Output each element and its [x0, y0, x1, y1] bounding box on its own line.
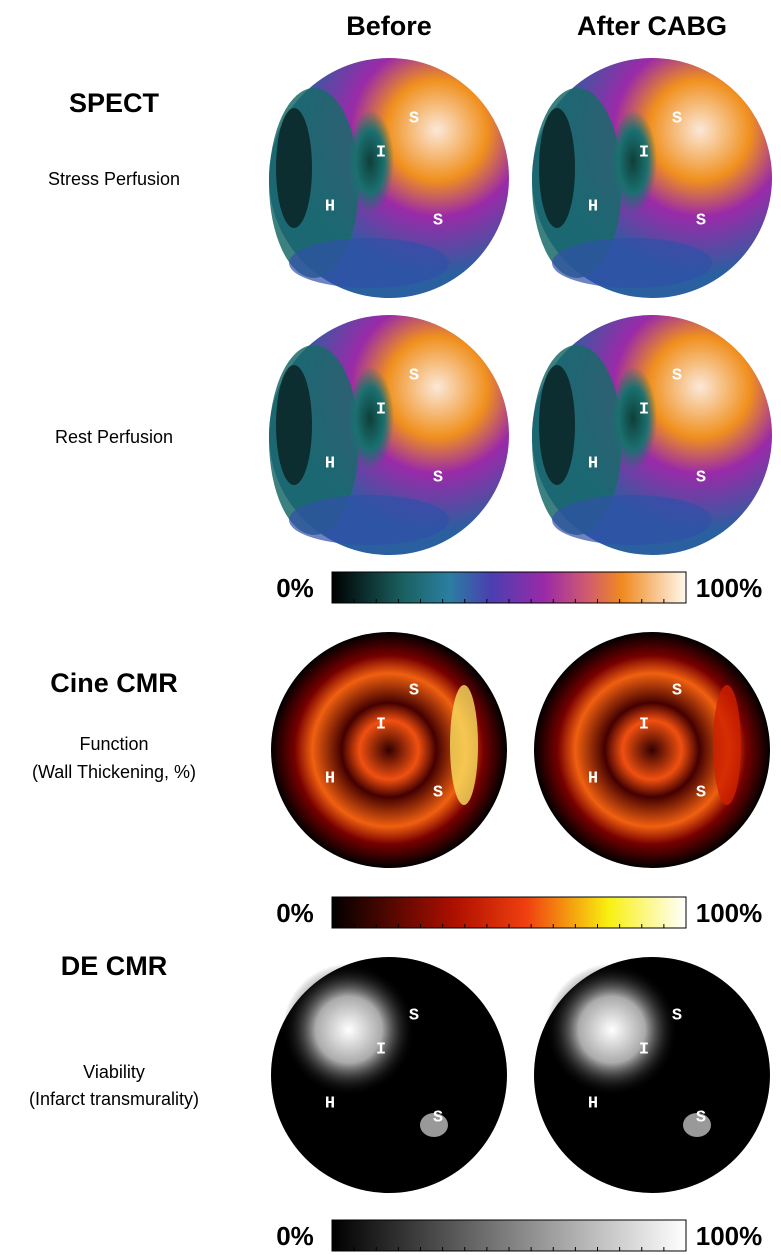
map-region	[276, 108, 312, 228]
segment-label: S	[409, 1006, 419, 1025]
map-region	[713, 685, 741, 805]
map-region	[450, 685, 478, 805]
segment-label: S	[672, 681, 682, 700]
row-label: (Wall Thickening, %)	[32, 762, 196, 782]
colorbar	[331, 896, 687, 929]
map-region	[539, 365, 575, 485]
segment-label: S	[696, 211, 706, 230]
row-label: Viability	[83, 1062, 145, 1082]
segment-label: S	[672, 1006, 682, 1025]
polar-map: S I H S	[532, 58, 772, 298]
polar-map: S I H S	[269, 58, 509, 298]
segment-label: S	[409, 366, 419, 385]
segment-label: H	[588, 769, 598, 788]
map-base	[271, 632, 507, 868]
segment-label: S	[433, 468, 443, 487]
segment-label: I	[376, 715, 386, 734]
map-region	[349, 360, 409, 490]
segment-label: H	[325, 769, 335, 788]
segment-label: H	[588, 454, 598, 473]
map-region	[683, 1113, 711, 1137]
segment-label: H	[588, 1094, 598, 1113]
segment-label: I	[639, 400, 649, 419]
row-label: Stress Perfusion	[48, 169, 180, 189]
segment-label: S	[433, 211, 443, 230]
map-region	[289, 238, 449, 288]
polar-map: S I H S	[271, 632, 507, 868]
map-region	[349, 103, 409, 233]
map-region	[612, 360, 672, 490]
row-label: Function	[79, 734, 148, 754]
segment-label: I	[639, 143, 649, 162]
map-region	[532, 950, 722, 1140]
segment-label: S	[696, 1108, 706, 1127]
colorbar-max: 100%	[696, 1221, 763, 1251]
segment-label: I	[376, 143, 386, 162]
segment-label: S	[433, 1108, 443, 1127]
map-region	[289, 495, 449, 545]
segment-label: I	[376, 400, 386, 419]
segment-label: H	[588, 197, 598, 216]
segment-label: H	[325, 454, 335, 473]
segment-label: S	[409, 109, 419, 128]
colorbar-min: 0%	[276, 573, 314, 603]
polar-map: S I H S	[269, 315, 509, 555]
section-title: DE CMR	[61, 951, 168, 981]
segment-label: I	[639, 715, 649, 734]
segment-label: I	[639, 1040, 649, 1059]
section-title: Cine CMR	[50, 668, 178, 698]
row-label: Rest Perfusion	[55, 427, 173, 447]
row-label: (Infarct transmurality)	[29, 1089, 199, 1109]
map-region	[276, 365, 312, 485]
colorbar-min: 0%	[276, 1221, 314, 1251]
segment-label: S	[696, 468, 706, 487]
column-header: After CABG	[577, 11, 727, 41]
map-region	[612, 103, 672, 233]
map-region	[552, 495, 712, 545]
colorbar-min: 0%	[276, 898, 314, 928]
polar-map: S I H S	[534, 632, 770, 868]
map-region	[539, 108, 575, 228]
map-base	[534, 632, 770, 868]
colorbar	[331, 571, 687, 604]
map-region	[552, 238, 712, 288]
segment-label: S	[672, 109, 682, 128]
segment-label: S	[433, 783, 443, 802]
colorbar	[331, 1219, 687, 1252]
segment-label: H	[325, 197, 335, 216]
column-header: Before	[346, 11, 432, 41]
segment-label: S	[672, 366, 682, 385]
segment-label: I	[376, 1040, 386, 1059]
polar-map: S I H S	[532, 950, 770, 1193]
section-title: SPECT	[69, 88, 160, 118]
polar-map: S I H S	[269, 950, 507, 1193]
colorbar-max: 100%	[696, 898, 763, 928]
segment-label: S	[409, 681, 419, 700]
polar-map: S I H S	[532, 315, 772, 555]
map-region	[269, 950, 459, 1140]
segment-label: S	[696, 783, 706, 802]
segment-label: H	[325, 1094, 335, 1113]
map-region	[420, 1113, 448, 1137]
colorbar-max: 100%	[696, 573, 763, 603]
